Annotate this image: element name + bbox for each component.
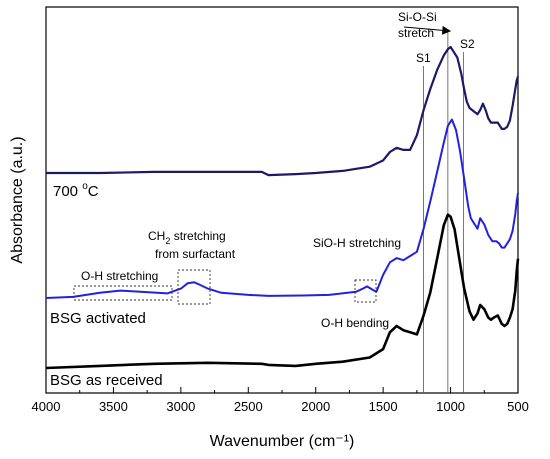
annotation-s2: S2 (460, 37, 475, 51)
plot-frame (45, 6, 519, 394)
series-line-0 (45, 213, 520, 370)
ch2-stretching: stretching (170, 229, 225, 243)
oh-bending-box (354, 279, 377, 303)
x-tick-label-4: 2000 (301, 399, 330, 414)
label-degree: o (82, 181, 88, 192)
oh-stretching-box (73, 285, 173, 301)
series-label-bsg-as-received: BSG as received (50, 372, 163, 389)
si-o-si-arrow (403, 25, 452, 35)
series-line-2 (46, 45, 520, 177)
series-line-1 (45, 118, 519, 299)
x-tick-label-3: 2500 (234, 399, 263, 414)
y-axis-title: Absorbance (a.u.) (9, 136, 26, 263)
label-700: 700 (53, 183, 82, 200)
annotation-oh-stretching: O-H stretching (81, 269, 158, 283)
x-tick-label-2: 3000 (166, 399, 195, 414)
annotation-stretch: stretch (398, 26, 434, 40)
x-axis-title: Wavenumber (cm⁻¹) (210, 433, 355, 450)
annotation-si-o-si: Si-O-Si (398, 10, 437, 24)
ch2-ch: CH (148, 229, 165, 243)
annotation-oh-bending: O-H bending (321, 316, 389, 330)
annotation-from-surfactant: from surfactant (155, 247, 236, 261)
annotation-s1: S1 (416, 51, 431, 65)
label-celsius: C (88, 183, 99, 200)
annotation-sio-h-stretching: SiO-H stretching (313, 236, 401, 250)
x-tick-label-5: 1500 (369, 399, 398, 414)
ch2-subscript: 2 (165, 236, 170, 246)
x-tick-label-6: 1000 (436, 399, 465, 414)
dotted-boxes (73, 269, 377, 305)
x-tick-label-7: 500 (507, 399, 529, 414)
reference-lines (423, 31, 464, 393)
series-layer (45, 45, 520, 370)
annotation-ch2-line1: CH2 stretching (148, 229, 226, 246)
ch2-stretching-box (177, 269, 211, 305)
x-tick-label-1: 3500 (99, 399, 128, 414)
x-ticks: 4000 3500 3000 2500 2000 1500 1000 500 (32, 387, 529, 414)
series-label-bsg-activated: BSG activated (50, 310, 146, 327)
series-label-700c: 700 oC (53, 181, 99, 200)
x-tick-label-0: 4000 (32, 399, 61, 414)
